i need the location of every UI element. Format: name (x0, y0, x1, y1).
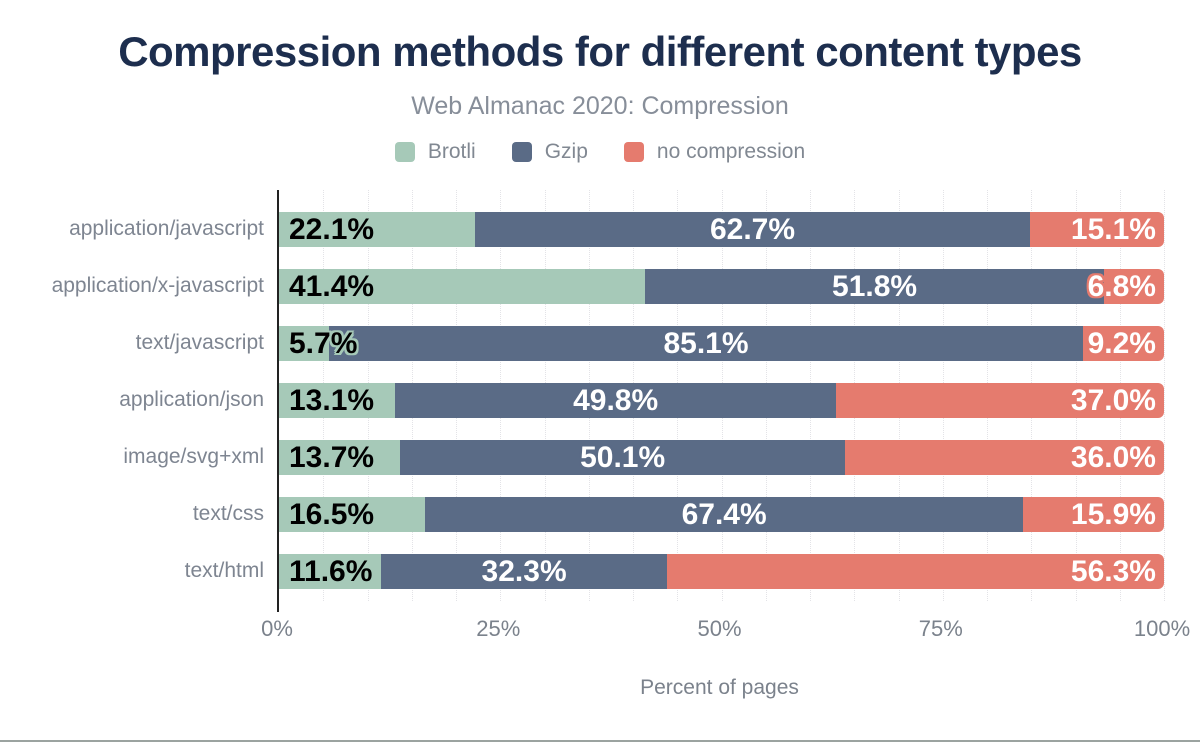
bar-segment-brotli: 41.4% (279, 269, 646, 304)
bar-value-label: 49.8% (573, 383, 659, 417)
bar-segment-gzip: 51.8% (645, 269, 1104, 304)
bar-value-label: 41.4% (289, 269, 375, 303)
category-label-image-svg-xml: image/svg+xml (123, 445, 264, 469)
bar-segment-no-compression: 15.9% (1022, 497, 1164, 532)
x-axis-tick-labels: 0% 25% 50% 75% 100% (261, 616, 1190, 644)
bar-value-label: 15.9% (1070, 497, 1156, 531)
bar-segment-brotli: 22.1% (279, 212, 475, 247)
bar-segment-no-compression: 56.3% (666, 554, 1164, 589)
bar-row-application-x-javascript: 41.4% 51.8% 6.8% (279, 269, 1164, 304)
bar-segment-no-compression: 9.2% (1082, 326, 1164, 361)
bar-segment-brotli: 13.7% (279, 440, 401, 475)
chart-title: Compression methods for different conten… (118, 28, 1082, 75)
category-label-text-css: text/css (192, 502, 264, 526)
bar-segment-brotli: 13.1% (279, 383, 396, 418)
bar-value-label: 15.1% (1070, 212, 1156, 246)
bar-row-application-javascript: 22.1% 62.7% 15.1% (279, 212, 1164, 247)
bar-row-text-javascript: 5.7% 85.1% 9.2% (279, 326, 1164, 361)
stacked-bar-chart: application/javascript application/x-java… (0, 190, 1165, 612)
gridline-100pct (1164, 190, 1165, 601)
x-tick-label-75: 75% (918, 616, 963, 641)
bar-row-text-css: 16.5% 67.4% 15.9% (279, 497, 1164, 532)
legend-swatch-no-compression (623, 142, 644, 162)
category-label-text-html: text/html (184, 559, 264, 583)
legend-swatch-brotli (394, 142, 415, 162)
bar-segment-brotli: 11.6% (279, 554, 382, 589)
bar-value-label: 36.0% (1070, 440, 1156, 474)
bar-value-label: 16.5% (289, 497, 375, 531)
bar-value-label: 56.3% (1070, 554, 1156, 588)
bar-value-label: 37.0% (1070, 383, 1156, 417)
bar-row-text-html: 11.6% 32.3% 56.3% (279, 554, 1164, 589)
bar-segment-no-compression: 15.1% (1030, 212, 1164, 247)
bar-value-label: 6.8% (1087, 269, 1156, 303)
x-tick-label-100: 100% (1133, 616, 1191, 641)
bar-value-label: 9.2% (1087, 326, 1156, 360)
x-tick-label-50: 50% (697, 616, 742, 641)
bar-value-label: 85.1% (663, 326, 749, 360)
legend-label: Brotli (427, 140, 476, 163)
chart-subtitle: Web Almanac 2020: Compression (411, 92, 789, 120)
bar-segment-no-compression: 6.8% (1088, 269, 1164, 304)
x-axis-title: Percent of pages (640, 676, 799, 699)
bar-segment-gzip: 32.3% (381, 554, 667, 589)
bar-segment-gzip: 85.1% (329, 326, 1083, 361)
legend-label: no compression (656, 140, 806, 163)
bar-segment-brotli: 5.7% (279, 326, 357, 361)
bar-value-label: 11.6% (289, 554, 373, 588)
legend-label: Gzip (544, 140, 588, 163)
bar-segment-gzip: 67.4% (425, 497, 1023, 532)
legend-item-no-compression: no compression (623, 140, 806, 164)
x-tick-label-0: 0% (261, 616, 293, 641)
bars-container: 22.1% 62.7% 15.1% 41.4% 51.8% 6.8% 5.7% 85.1% 9.… (279, 190, 1164, 589)
bar-segment-gzip: 49.8% (395, 383, 837, 418)
bar-value-label: 22.1% (289, 212, 375, 246)
legend-item-brotli: Brotli (394, 140, 476, 164)
x-axis-zero-tick (277, 601, 279, 612)
bar-value-label: 50.1% (580, 440, 666, 474)
bar-value-label: 51.8% (832, 269, 918, 303)
bar-segment-no-compression: 36.0% (844, 440, 1164, 475)
bar-row-application-json: 13.1% 49.8% 37.0% (279, 383, 1164, 418)
category-label-application-x-javascript: application/x-javascript (51, 274, 264, 298)
x-tick-label-25: 25% (476, 616, 521, 641)
plot-area: 22.1% 62.7% 15.1% 41.4% 51.8% 6.8% 5.7% 85.1% 9.… (277, 190, 1165, 612)
bar-value-label: 13.7% (289, 440, 375, 474)
bar-segment-gzip: 62.7% (474, 212, 1031, 247)
bar-segment-no-compression: 37.0% (836, 383, 1164, 418)
y-axis-labels: application/javascript application/x-java… (0, 190, 277, 601)
bar-value-label: 32.3% (481, 554, 567, 588)
legend-item-gzip: Gzip (511, 140, 588, 164)
bar-value-label: 13.1% (289, 383, 375, 417)
category-label-text-javascript: text/javascript (135, 331, 264, 355)
chart-legend: Brotli Gzip no compression (0, 140, 1200, 164)
bar-value-label: 5.7% (289, 326, 358, 360)
bar-value-label: 67.4% (681, 497, 767, 531)
bar-segment-brotli: 16.5% (279, 497, 426, 532)
bar-segment-gzip: 50.1% (400, 440, 845, 475)
bar-row-image-svg-xml: 13.7% 50.1% 36.0% (279, 440, 1164, 475)
legend-swatch-gzip (511, 142, 532, 162)
category-label-application-json: application/json (119, 388, 264, 412)
category-label-application-javascript: application/javascript (69, 217, 264, 241)
bar-value-label: 62.7% (709, 212, 796, 246)
